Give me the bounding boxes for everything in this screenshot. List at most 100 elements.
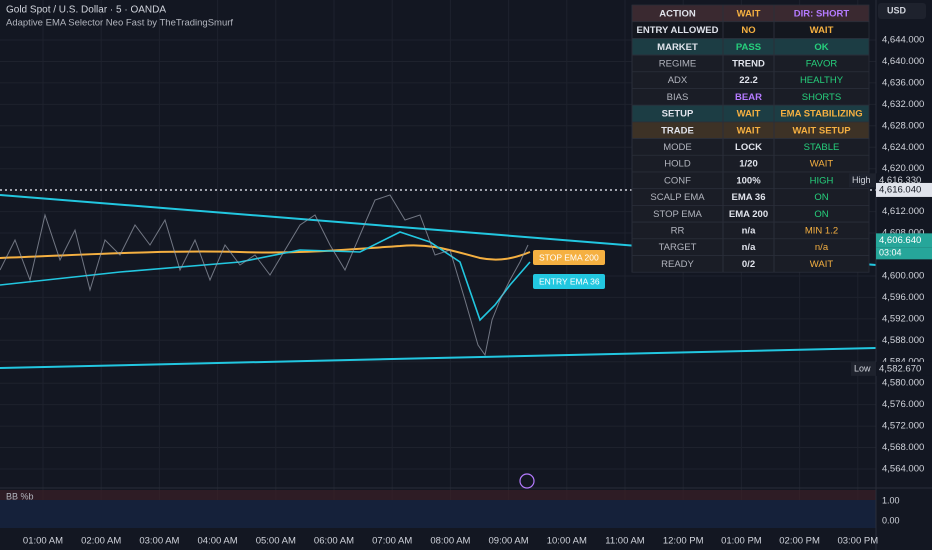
low-badge <box>851 361 875 376</box>
price-tick-label: 4,568.000 <box>882 442 924 453</box>
tags: STOP EMA 200 ENTRY EMA 36 <box>533 250 605 289</box>
price-tick-label: 4,636.000 <box>882 77 924 88</box>
event-icon[interactable] <box>519 473 535 489</box>
cell: ADX <box>668 75 688 86</box>
price-tick-label: 4,628.000 <box>882 120 924 131</box>
ema-200 <box>0 244 531 261</box>
price-tick-label: 4,608.000 <box>882 228 924 239</box>
price-tick-label: 4,588.000 <box>882 335 924 346</box>
price-tick-label: 4,580.000 <box>882 378 924 389</box>
cell: MODE <box>663 142 692 153</box>
price-tag <box>876 233 932 248</box>
price-tick-label: 4,612.000 <box>882 206 924 217</box>
cell: WAIT <box>810 259 834 270</box>
cell: SCALP EMA <box>650 192 705 203</box>
cell: MIN 1.2 <box>805 225 838 236</box>
time-label: 08:00 AM <box>430 536 470 547</box>
price-tick-label: 4,632.000 <box>882 99 924 110</box>
cell: EMA 200 <box>729 209 768 220</box>
osc-band-top <box>0 490 876 500</box>
entry-tag <box>533 274 605 289</box>
cell: LOCK <box>735 142 762 153</box>
cell: 22.2 <box>739 75 758 86</box>
price-tick-label: 4,620.000 <box>882 163 924 174</box>
osc-band <box>0 500 876 528</box>
stop-tag <box>533 250 605 265</box>
countdown-bg <box>876 247 932 260</box>
trend-line-lower <box>0 347 877 369</box>
price-tick-label: 4,644.000 <box>882 35 924 46</box>
time-label: 01:00 PM <box>721 536 762 547</box>
osc-tick: 1.00 <box>882 495 900 505</box>
price-path <box>0 194 529 357</box>
cell: TARGET <box>659 242 697 253</box>
price-tag <box>876 361 932 376</box>
cell: SETUP <box>662 109 694 120</box>
cell: HOLD <box>664 159 691 170</box>
cell: TREND <box>732 58 765 69</box>
cell: WAIT <box>737 8 761 19</box>
ema-36 <box>0 231 531 322</box>
cell: HIGH <box>810 175 834 186</box>
cell: EMA 36 <box>732 192 766 203</box>
price-tick-label: 4,640.000 <box>882 56 924 67</box>
cell: ON <box>814 209 828 220</box>
cell: SHORTS <box>802 92 841 103</box>
time-label: 04:00 AM <box>198 536 238 547</box>
price-tick-label: 4,584.000 <box>882 356 924 367</box>
cell: BIAS <box>667 92 689 103</box>
cell: OK <box>814 42 828 53</box>
price-tick-label: 4,596.000 <box>882 292 924 303</box>
cell: 1/20 <box>739 159 758 170</box>
time-label: 06:00 AM <box>314 536 354 547</box>
cell: STOP EMA <box>653 209 702 220</box>
entry-tag-label: ENTRY EMA 36 <box>539 276 600 286</box>
time-label: 11:00 AM <box>605 536 645 547</box>
status-table: ACTION WAIT DIR: SHORT ENTRY ALLOWED NO WAIT M… <box>631 4 870 273</box>
price-tick-label: 4,624.000 <box>882 142 924 153</box>
cell: EMA STABILIZING <box>780 109 862 120</box>
time-label: 03:00 AM <box>139 536 179 547</box>
stop-tag-label: STOP EMA 200 <box>539 252 599 262</box>
osc-tick: 0.00 <box>882 515 900 525</box>
cell: BEAR <box>735 92 762 103</box>
price-tick-label: 4,592.000 <box>882 313 924 324</box>
grid <box>0 0 876 528</box>
cell: READY <box>661 259 694 270</box>
time-label: 02:00 PM <box>779 536 820 547</box>
cell: WAIT SETUP <box>792 125 851 136</box>
cell: REGIME <box>659 58 696 69</box>
price-tag-label: 4,582.670 <box>879 363 921 374</box>
price-tick-label: 4,564.000 <box>882 464 924 475</box>
cell: NO <box>741 25 755 36</box>
cell: 100% <box>736 175 761 186</box>
time-label: 12:00 PM <box>663 536 704 547</box>
cell: n/a <box>742 242 756 253</box>
indicator-name: Adaptive EMA Selector Neo Fast by TheTra… <box>6 18 233 29</box>
currency-button[interactable] <box>878 3 926 19</box>
time-label: 07:00 AM <box>372 536 412 547</box>
time-label: 10:00 AM <box>547 536 587 547</box>
price-tag-label: 4,616.040 <box>879 184 921 195</box>
time-label: 09:00 AM <box>489 536 529 547</box>
cell: n/a <box>815 242 829 253</box>
cell: PASS <box>736 42 761 53</box>
cell: 0/2 <box>742 259 755 270</box>
cell: CONF <box>664 175 691 186</box>
cell: STABLE <box>804 142 840 153</box>
price-tag-label: 4,616.330 <box>879 175 921 186</box>
cell: ENTRY ALLOWED <box>637 25 719 36</box>
currency: USD <box>887 5 907 15</box>
oscillator-title: BB %b <box>6 491 34 501</box>
countdown: 03:04 <box>879 248 902 258</box>
cell: MARKET <box>657 42 698 53</box>
cell: FAVOR <box>806 58 838 69</box>
time-label: 01:00 AM <box>23 536 63 547</box>
time-label: 05:00 AM <box>256 536 296 547</box>
cell: ON <box>814 192 828 203</box>
price-tick-label: 4,576.000 <box>882 399 924 410</box>
price-tag-label: 4,606.640 <box>879 235 921 246</box>
time-label: 02:00 AM <box>81 536 121 547</box>
price-axis: 4,644.000 4,640.000 4,636.000 4,632.000 4,62… <box>849 35 932 475</box>
